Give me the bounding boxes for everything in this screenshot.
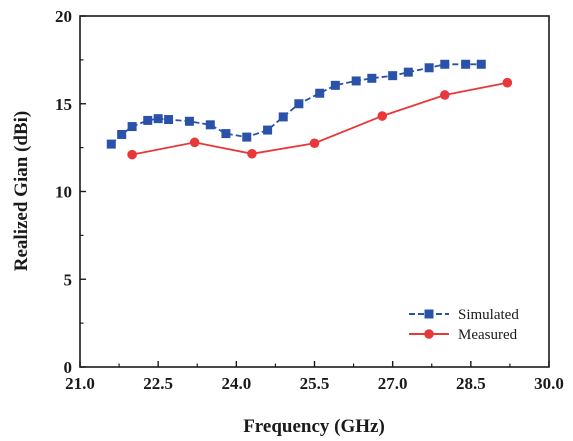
simulated-point (117, 129, 127, 139)
simulated-point (403, 67, 413, 77)
simulated-point (330, 80, 340, 90)
measured-point (309, 138, 320, 149)
legend-measured-label: Measured (458, 327, 518, 343)
measured-point (189, 137, 200, 148)
simulated-point (315, 88, 325, 98)
y-tick-label: 10 (55, 183, 72, 202)
y-tick-label: 5 (64, 270, 73, 289)
x-tick-label: 24.0 (221, 374, 251, 393)
simulated-point (184, 116, 194, 126)
simulated-point (221, 129, 231, 139)
simulated-point (164, 115, 174, 125)
simulated-point (263, 125, 273, 135)
legend: Simulated Measured (409, 307, 519, 343)
y-axis-title: Realized Gian (dBi) (11, 111, 32, 271)
measured-series (127, 77, 513, 160)
simulated-point (242, 132, 252, 142)
simulated-point (127, 122, 137, 132)
legend-simulated-marker (424, 309, 434, 319)
legend-simulated-label: Simulated (458, 307, 519, 323)
measured-point (439, 90, 450, 100)
x-tick-label: 30.0 (534, 374, 564, 393)
y-tick-label: 0 (64, 358, 73, 377)
simulated-point (388, 71, 398, 81)
simulated-point (294, 99, 304, 109)
simulated-point (440, 59, 450, 69)
y-tick-label: 15 (55, 95, 72, 114)
legend-measured-marker (424, 329, 434, 339)
simulated-point (461, 59, 471, 69)
x-tick-label: 25.5 (300, 374, 330, 393)
simulated-point (143, 115, 153, 125)
x-tick-label: 22.5 (143, 374, 173, 393)
simulated-point (278, 112, 288, 122)
simulated-point (476, 59, 486, 69)
simulated-point (205, 120, 215, 130)
x-tick-label: 28.5 (456, 374, 486, 393)
simulated-point (153, 114, 163, 124)
simulated-point (106, 139, 116, 149)
simulated-point (367, 73, 377, 83)
measured-point (127, 149, 137, 160)
measured-point (247, 148, 257, 159)
x-tick-label: 21.0 (65, 374, 95, 393)
measured-point (502, 77, 513, 88)
simulated-series (106, 59, 486, 149)
y-tick-label: 20 (55, 7, 72, 26)
x-axis-title: Frequency (GHz) (243, 416, 385, 437)
measured-point (377, 111, 388, 121)
simulated-point (351, 76, 361, 86)
x-tick-label: 27.0 (378, 374, 408, 393)
simulated-point (424, 63, 434, 73)
